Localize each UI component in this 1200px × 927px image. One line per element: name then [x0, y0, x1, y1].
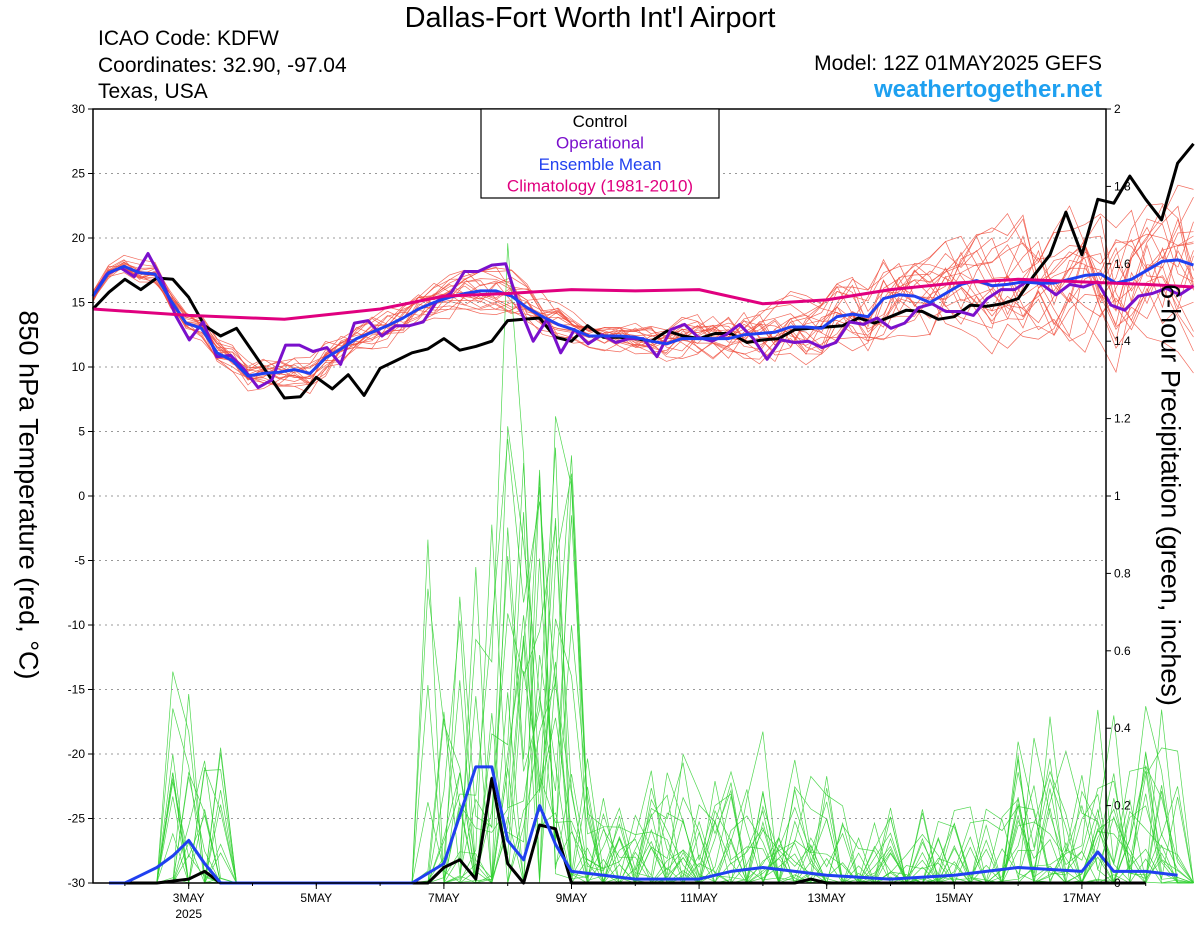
precip-member-line — [109, 615, 1194, 885]
precip-member-line — [109, 447, 1194, 884]
y-tick-label: -15 — [68, 683, 86, 697]
y-tick-label: -5 — [74, 554, 85, 568]
x-tick-label: 3MAY — [173, 891, 205, 905]
x-tick-year: 2025 — [175, 907, 202, 921]
y2-tick-label: 0.2 — [1114, 799, 1131, 813]
legend-entry: Control — [573, 112, 628, 131]
legend-entry: Ensemble Mean — [539, 155, 662, 174]
y-tick-label: 0 — [78, 489, 85, 503]
y-tick-label: -25 — [68, 812, 86, 826]
legend-box — [480, 108, 720, 199]
x-tick-label: 11MAY — [680, 891, 718, 905]
precip-member-line — [109, 462, 1194, 885]
y2-tick-label: 1 — [1114, 489, 1121, 503]
precip-member-line — [109, 486, 1194, 884]
ensemble-mean-temp-line — [91, 258, 1194, 378]
ensemble-mean-precip-line — [109, 765, 1178, 885]
x-tick-label: 5MAY — [300, 891, 332, 905]
temp-member-line — [92, 261, 1194, 387]
y-tick-label: 20 — [72, 231, 86, 245]
temp-member-line — [92, 205, 1194, 379]
precip-member-line — [109, 473, 1194, 885]
x-tick-label: 9MAY — [556, 891, 588, 905]
precip-member-line — [109, 469, 1194, 885]
y-tick-label: -30 — [68, 876, 86, 890]
y2-tick-label: 0.6 — [1114, 644, 1131, 658]
temp-member-line — [92, 204, 1194, 375]
y-tick-label: 15 — [72, 296, 86, 310]
y-axis-label-left: 850 hPa Temperature (red, °C) — [13, 310, 44, 680]
chart-title: Dallas-Fort Worth Int'l Airport — [404, 2, 776, 34]
y2-tick-label: 0.4 — [1114, 721, 1131, 735]
temp-member-line — [92, 197, 1194, 385]
y-tick-label: 5 — [78, 425, 85, 439]
y-tick-label: 10 — [72, 360, 86, 374]
y2-tick-label: 0.8 — [1114, 566, 1131, 580]
gridlines — [93, 173, 1106, 819]
y-tick-label: 25 — [72, 167, 86, 181]
legend-entry: Climatology (1981-2010) — [507, 177, 693, 196]
y2-tick-label: 1.4 — [1114, 334, 1131, 348]
region: Texas, USA — [98, 80, 208, 103]
temp-member-line — [92, 233, 1194, 377]
precip-member-line — [109, 243, 1194, 885]
climatology-temp-line — [92, 277, 1194, 321]
temp-member-line — [92, 231, 1194, 369]
x-tick-label: 7MAY — [428, 891, 460, 905]
precipitation-ensemble-members — [109, 243, 1194, 885]
precip-member-line — [109, 517, 1194, 885]
model-run: Model: 12Z 01MAY2025 GEFS — [814, 52, 1102, 75]
y-tick-label: -10 — [68, 618, 86, 632]
legend: Control Operational Ensemble Mean Climatolo… — [480, 108, 720, 199]
legend-entry: Operational — [556, 134, 644, 153]
coordinates: Coordinates: 32.90, -97.04 — [98, 54, 347, 77]
site-link[interactable]: weathertogether.net — [873, 76, 1102, 103]
axes: 302520151050-5-10-15-20-25-3021.81.61.41… — [68, 102, 1147, 921]
y-tick-label: -20 — [68, 747, 86, 761]
precip-member-line — [109, 475, 1194, 884]
temp-member-line — [92, 217, 1194, 385]
y2-tick-label: 1.8 — [1114, 179, 1131, 193]
x-tick-label: 17MAY — [1063, 891, 1101, 905]
precip-member-line — [109, 512, 1194, 885]
precip-member-line — [109, 478, 1194, 884]
x-tick-label: 15MAY — [935, 891, 973, 905]
y2-tick-label: 1.2 — [1114, 412, 1131, 426]
y-tick-label: 30 — [72, 102, 86, 116]
x-tick-label: 13MAY — [807, 891, 845, 905]
y2-tick-label: 0 — [1114, 876, 1121, 890]
y-axis-label-right: 6-hour Precipitation (green, inches) — [1155, 284, 1186, 706]
icao-code: ICAO Code: KDFW — [98, 27, 279, 50]
y2-tick-label: 2 — [1114, 102, 1121, 116]
y2-tick-label: 1.6 — [1114, 257, 1131, 271]
